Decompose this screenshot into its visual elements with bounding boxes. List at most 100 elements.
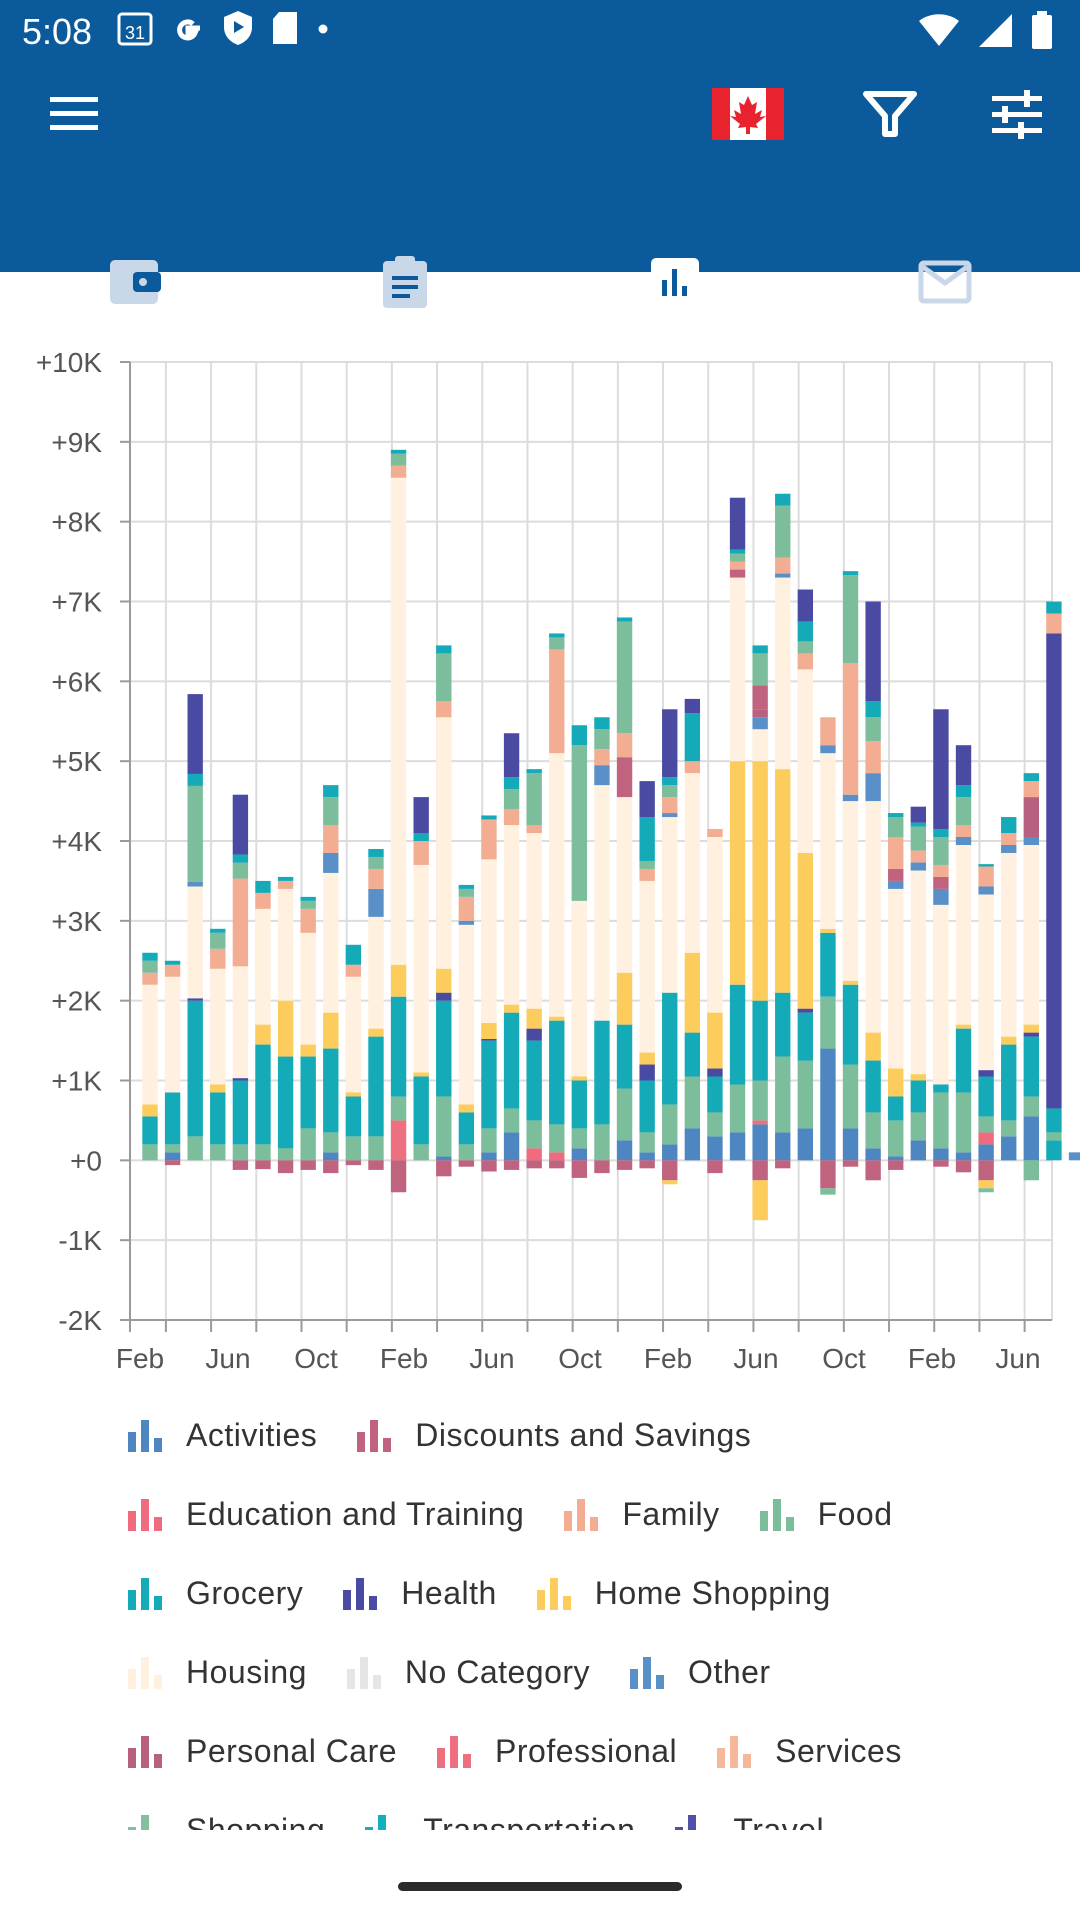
bar-segment: [729, 561, 746, 570]
settings-button[interactable]: [984, 82, 1050, 153]
bar-segment: [797, 653, 814, 670]
legend-item[interactable]: Shopping: [126, 1812, 325, 1830]
bar-segment: [978, 894, 994, 1071]
bar-segment: [1023, 1032, 1040, 1037]
bar-segment: [549, 649, 565, 754]
legend-item[interactable]: Services: [715, 1733, 902, 1770]
bar-segment: [888, 1096, 904, 1121]
bar-segment: [142, 1116, 158, 1145]
legend-item[interactable]: Grocery: [126, 1575, 303, 1612]
tab-accounts[interactable]: [0, 232, 270, 332]
chart-svg[interactable]: +10K +9K +8K +7K +6K +5K +4K +3K +2K +1K +0 -1K -2K F…: [0, 340, 1080, 1380]
bar-segment: [142, 972, 158, 985]
bar-segment: [481, 1038, 497, 1041]
bar-segment: [549, 1020, 565, 1125]
legend-item[interactable]: Education and Training: [126, 1496, 524, 1533]
menu-button[interactable]: [40, 80, 106, 151]
bar-segment: [300, 1160, 316, 1170]
bar-segment: [526, 833, 542, 1009]
bar-segment: [933, 888, 949, 905]
filter-button[interactable]: [858, 82, 922, 151]
currency-flag-button[interactable]: [712, 86, 784, 147]
bar-segment: [413, 864, 429, 1073]
legend-item[interactable]: Health: [341, 1575, 497, 1612]
bar-segment: [1068, 1152, 1080, 1161]
bar-segment: [390, 1160, 407, 1193]
gesture-nav-handle[interactable]: [398, 1882, 682, 1891]
legend-item[interactable]: Home Shopping: [535, 1575, 831, 1612]
legend-item[interactable]: Other: [628, 1654, 771, 1691]
tab-messages[interactable]: [810, 232, 1080, 332]
legend-item[interactable]: Activities: [126, 1417, 317, 1454]
bar-segment: [255, 1024, 271, 1045]
bar-segment: [775, 573, 791, 578]
bar-segment: [142, 952, 158, 961]
bar-segment: [842, 575, 859, 663]
legend-item[interactable]: Transportation: [363, 1812, 635, 1830]
legend-item[interactable]: Travel: [673, 1812, 824, 1830]
bar-segment: [888, 880, 904, 889]
legend-item[interactable]: Food: [758, 1496, 893, 1533]
legend-label: Family: [622, 1496, 720, 1532]
legend-item[interactable]: Family: [562, 1496, 719, 1533]
bar-segment: [526, 1160, 542, 1169]
bar-segment: [210, 1092, 226, 1145]
bar-segment: [413, 1144, 429, 1161]
legend-item[interactable]: Discounts and Savings: [355, 1417, 751, 1454]
legend-item[interactable]: Housing: [126, 1654, 307, 1691]
bar-segment: [368, 868, 384, 889]
bar-segment: [933, 864, 949, 877]
tab-charts[interactable]: [540, 232, 810, 332]
bar-segment: [752, 1124, 768, 1161]
bar-segment: [571, 1148, 588, 1161]
bar-segment: [865, 1032, 881, 1061]
bar-segment: [684, 952, 701, 1033]
bar-segment: [639, 781, 655, 818]
bar-segment: [729, 1132, 746, 1161]
bar-segment: [503, 1004, 520, 1013]
bar-segment: [571, 745, 588, 901]
notification-icons: 31: [115, 8, 331, 48]
legend-swatch-icon: [128, 1735, 162, 1768]
bar-segment: [232, 1078, 249, 1081]
y-tick-label: +7K: [51, 587, 102, 618]
bar-segment: [820, 932, 836, 997]
bar-segment: [865, 801, 881, 1033]
bar-segment: [526, 1148, 542, 1161]
bar-segment: [277, 876, 294, 881]
legend-item[interactable]: Personal Care: [126, 1733, 397, 1770]
canada-flag-icon: [712, 88, 784, 140]
legend-label: Travel: [733, 1812, 825, 1830]
bar-segment: [978, 886, 994, 895]
bar-segment: [255, 1160, 271, 1170]
bar-segment: [729, 569, 746, 578]
y-tick-label: +1K: [51, 1066, 102, 1097]
bar-segment: [436, 645, 452, 654]
bar-segment: [390, 453, 407, 466]
bar-segment: [164, 960, 181, 965]
bar-segment: [888, 813, 904, 818]
bar-segment: [413, 797, 429, 834]
legend-item[interactable]: No Category: [345, 1654, 590, 1691]
bar-segment: [865, 1148, 881, 1161]
bar-segment: [345, 1092, 362, 1097]
bar-segment: [639, 1160, 655, 1169]
bar-segment: [571, 900, 588, 1077]
bar-segment: [662, 1160, 678, 1181]
bar-segment: [775, 557, 791, 574]
monthly-category-chart[interactable]: +10K +9K +8K +7K +6K +5K +4K +3K +2K +1K +0 -1K -2K F…: [0, 340, 1080, 1380]
legend-swatch-icon: [536, 1577, 571, 1610]
tab-reports[interactable]: [270, 232, 540, 332]
bar-segment: [729, 497, 746, 550]
legend-item[interactable]: Professional: [435, 1733, 677, 1770]
bar-segment: [797, 669, 814, 853]
bar-segment: [842, 980, 859, 985]
bar-segment: [752, 1180, 768, 1221]
bar-segment: [503, 809, 520, 826]
bar-segment: [888, 1068, 904, 1097]
bar-segment: [503, 789, 520, 810]
bar-segment: [232, 854, 249, 863]
bar-segment: [390, 1096, 407, 1121]
bar-segment: [797, 621, 814, 642]
bar-segment: [842, 1064, 859, 1129]
